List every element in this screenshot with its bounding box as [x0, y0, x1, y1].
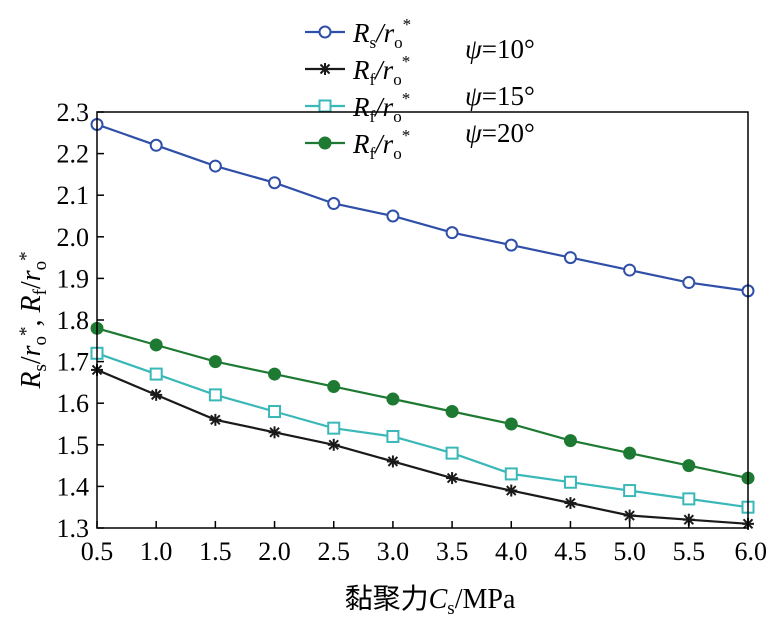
x-tick-label: 5.5	[673, 537, 706, 566]
legend-item-3: Rf/ro*	[305, 89, 410, 126]
data-point	[208, 388, 222, 402]
data-point	[682, 459, 696, 473]
x-tick-label: 3.5	[436, 537, 469, 566]
data-point	[445, 446, 459, 460]
series-4	[90, 321, 755, 485]
series-line	[96, 123, 749, 292]
data-point	[327, 380, 341, 394]
data-point	[446, 472, 459, 485]
data-point	[682, 513, 695, 526]
data-point	[208, 159, 222, 173]
x-tick-label: 4.5	[554, 537, 587, 566]
data-point	[208, 355, 222, 369]
legend-label: Rf/ro*	[352, 52, 410, 89]
data-point	[563, 434, 577, 448]
axes: 1.3 1.4 1.5 1.6 1.7 1.8 1.9 2.0 2.1 2.2 2.3 0.5 1.0 1…	[16, 98, 767, 618]
data-point	[268, 367, 282, 381]
legend-item-2: Rf/ro*	[305, 52, 410, 89]
data-point	[386, 429, 400, 443]
x-axis-title: 黏聚力Cs/MPa	[345, 583, 516, 618]
legend-marker	[318, 136, 332, 150]
data-point	[386, 392, 400, 406]
data-point	[682, 276, 696, 290]
series-2	[91, 363, 754, 530]
x-tick-label: 5.0	[613, 537, 646, 566]
plot-area	[90, 117, 755, 530]
legend-marker	[319, 63, 331, 75]
series-1	[90, 117, 755, 298]
y-tick-label: 1.3	[57, 514, 90, 543]
y-tick-label: 1.4	[57, 472, 90, 501]
legend-label: Rs/ro*	[352, 15, 411, 52]
data-point	[149, 138, 163, 152]
data-point	[623, 484, 637, 498]
data-point	[268, 426, 281, 439]
series-line	[96, 327, 749, 480]
data-point	[445, 405, 459, 419]
psi-annotation: ψ=20°	[465, 118, 535, 148]
x-tick-label: 2.0	[258, 537, 291, 566]
y-tick-label: 1.6	[57, 389, 90, 418]
data-point	[505, 484, 518, 497]
x-tick-label: 6.0	[735, 537, 768, 566]
data-point	[386, 455, 399, 468]
data-point	[623, 263, 637, 277]
legend-marker	[318, 99, 332, 113]
psi-annotation: ψ=10°	[465, 34, 535, 64]
y-tick-label: 1.9	[57, 264, 90, 293]
y-tick-label: 2.0	[57, 223, 90, 252]
data-point	[563, 251, 577, 265]
annotations: ψ=10° ψ=15° ψ=20°	[465, 34, 535, 148]
data-point	[623, 509, 636, 522]
data-point	[209, 413, 222, 426]
x-tick-label: 1.5	[199, 537, 232, 566]
data-point	[682, 492, 696, 506]
data-point	[327, 197, 341, 211]
y-tick-label: 2.1	[57, 181, 90, 210]
data-point	[623, 446, 637, 460]
data-point	[564, 497, 577, 510]
data-point	[149, 367, 163, 381]
data-point	[327, 438, 340, 451]
legend-marker	[318, 25, 332, 39]
data-point	[445, 226, 459, 240]
data-point	[504, 467, 518, 481]
legend-item-4: Rf/ro*	[305, 126, 410, 163]
x-tick-label: 4.0	[495, 537, 528, 566]
series-line	[96, 352, 749, 509]
y-tick-label: 1.8	[57, 306, 90, 335]
y-axis-title: Rs/ro*, Rf/ro*	[16, 251, 51, 389]
legend-item-1: Rs/ro*	[305, 15, 411, 52]
plot-frame	[96, 111, 749, 529]
y-tick-label: 1.5	[57, 431, 90, 460]
x-tick-label: 1.0	[140, 537, 173, 566]
y-tick-label: 2.3	[57, 98, 90, 127]
y-tick-label: 1.7	[57, 348, 90, 377]
x-tick-label: 2.5	[317, 537, 350, 566]
data-point	[327, 421, 341, 435]
data-point	[150, 388, 163, 401]
data-point	[268, 176, 282, 190]
data-point	[268, 405, 282, 419]
x-tick-label: 0.5	[81, 537, 114, 566]
legend: Rs/ro*Rf/ro*Rf/ro*Rf/ro*	[305, 15, 411, 163]
legend-label: Rf/ro*	[352, 89, 410, 126]
data-point	[149, 338, 163, 352]
series-3	[90, 346, 755, 514]
data-point	[504, 238, 518, 252]
legend-label: Rf/ro*	[352, 126, 410, 163]
data-point	[563, 475, 577, 489]
y-tick-label: 2.2	[57, 140, 90, 169]
data-point	[386, 209, 400, 223]
psi-annotation: ψ=15°	[465, 81, 535, 111]
data-point	[504, 417, 518, 431]
x-tick-label: 3.0	[377, 537, 410, 566]
series-line	[96, 368, 749, 525]
